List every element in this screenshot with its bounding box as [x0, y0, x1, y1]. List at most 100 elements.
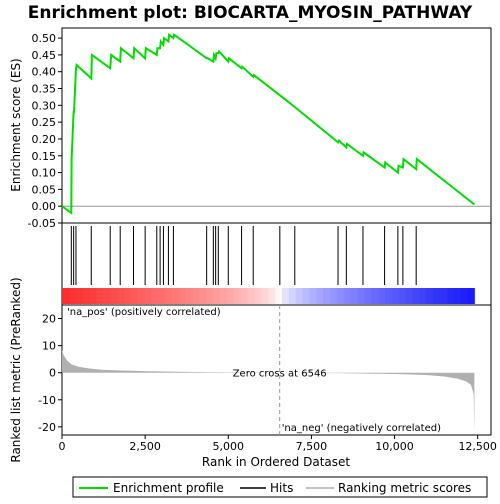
colorbar-segment	[405, 288, 414, 304]
colorbar-segment	[206, 288, 214, 304]
colorbar-segment	[240, 288, 249, 304]
colorbar-segment	[151, 288, 159, 304]
colorbar-segment	[350, 288, 359, 304]
es-panel: -0.05 0.00 0.05 0.10 0.15 0.20 0.25 0.30 0.35 0.4…	[9, 27, 492, 230]
colorbar-segment	[275, 288, 283, 304]
colorbar-segment	[460, 288, 468, 304]
rank-x-tick-label: 12,500	[458, 440, 497, 453]
colorbar-segment	[213, 288, 221, 304]
colorbar-segment	[144, 288, 152, 304]
es-y-tick-label: 0.20	[32, 133, 57, 146]
colorbar-segment	[62, 288, 70, 304]
ranked-y-tick-label: 0	[49, 367, 56, 380]
colorbar-segment	[295, 288, 304, 304]
colorbar-segment	[467, 288, 475, 304]
colorbar-segment	[385, 288, 393, 304]
colorbar-segment	[220, 288, 228, 304]
zero-cross-label: Zero cross at 6546	[233, 369, 327, 380]
colorbar-segment	[446, 288, 455, 304]
chart-legend: Enrichment profile Hits Ranking metric s…	[72, 476, 488, 498]
colorbar-segment	[226, 288, 235, 304]
rank-x-tick-label: 10,000	[375, 440, 414, 453]
colorbar-segment	[398, 288, 407, 304]
colorbar-segment	[199, 288, 207, 304]
colorbar-segment	[75, 288, 84, 304]
colorbar-segment	[96, 288, 104, 304]
es-y-tick-label: 0.45	[32, 49, 57, 62]
colorbar-segment	[158, 288, 166, 304]
colorbar-segment	[110, 288, 118, 304]
colorbar-segment	[116, 288, 125, 304]
legend-label-ranking: Ranking metric scores	[338, 481, 471, 495]
es-panel-frame	[61, 27, 492, 224]
ranked-y-tick-label: 10	[42, 340, 56, 353]
negative-correlation-label: 'na_neg' (negatively correlated)	[282, 423, 441, 434]
rank-x-tick-label: 5,000	[213, 440, 245, 453]
colorbar-segment	[426, 288, 434, 304]
es-y-tick-label: 0.35	[32, 83, 57, 96]
colorbar-segment	[178, 288, 187, 304]
colorbar-segment	[440, 288, 448, 304]
colorbar-segment	[412, 288, 420, 304]
ranked-y-tick-label: -10	[38, 394, 56, 407]
colorbar-segment	[336, 288, 345, 304]
legend-label-enrichment: Enrichment profile	[113, 481, 224, 495]
legend-label-hits: Hits	[270, 481, 293, 495]
enrichment-profile-line	[61, 32, 476, 215]
colorbar-segment	[453, 288, 462, 304]
colorbar-segment	[364, 288, 372, 304]
colorbar-segment	[254, 288, 262, 304]
positive-correlation-label: 'na_pos' (positively correlated)	[67, 307, 221, 318]
colorbar-segment	[323, 288, 331, 304]
colorbar-segment	[433, 288, 441, 304]
rank-x-tick-label: 2,500	[129, 440, 161, 453]
colorbar-segment	[192, 288, 200, 304]
colorbar-segment	[316, 288, 324, 304]
colorbar-segment	[247, 288, 255, 304]
rank-x-tick-label: 7,500	[296, 440, 328, 453]
colorbar-segment	[137, 288, 145, 304]
colorbar-segment	[391, 288, 400, 304]
chart-title: Enrichment plot: BIOCARTA_MYOSIN_PATHWAY	[28, 3, 473, 23]
es-y-axis-title: Enrichment score (ES)	[9, 58, 23, 191]
colorbar-segment	[165, 288, 173, 304]
ranked-metric-panel: 'na_pos' (positively correlated) Zero cr…	[9, 277, 497, 469]
colorbar-segment	[302, 288, 310, 304]
es-y-axis: -0.05 0.00 0.05 0.10 0.15 0.20 0.25 0.30 0.35 0.4…	[28, 32, 62, 230]
hits-panel	[61, 222, 492, 306]
es-y-tick-label: 0.10	[32, 167, 57, 180]
colorbar-segment	[309, 288, 317, 304]
colorbar-segment	[261, 288, 269, 304]
colorbar-segment	[343, 288, 352, 304]
colorbar-segment	[68, 288, 77, 304]
ranked-y-axis-title: Ranked list metric (PreRanked)	[9, 277, 23, 462]
rank-x-axis-title: Rank in Ordered Dataset	[202, 455, 350, 469]
rank-x-tick-label: 0	[59, 440, 66, 453]
es-y-tick-label: 0.25	[32, 116, 57, 129]
ranked-y-tick-label: -20	[38, 421, 56, 434]
legend-frame	[72, 476, 488, 498]
colorbar-segment	[330, 288, 338, 304]
es-y-tick-label: 0.50	[32, 32, 57, 45]
colorbar-segment	[123, 288, 132, 304]
colorbar-segment	[89, 288, 97, 304]
colorbar-segment	[103, 288, 111, 304]
colorbar-segment	[171, 288, 180, 304]
colorbar-segment	[130, 288, 139, 304]
es-y-tick-label: 0.40	[32, 66, 57, 79]
colorbar-segment	[419, 288, 427, 304]
colorbar-segment	[378, 288, 386, 304]
colorbar-segment	[371, 288, 379, 304]
colorbar-segment	[268, 288, 276, 304]
es-y-tick-label: 0.15	[32, 150, 57, 163]
es-y-tick-label: -0.05	[28, 217, 56, 230]
rank-colorbar	[62, 288, 475, 304]
colorbar-segment	[233, 288, 242, 304]
rank-x-axis: 0 2,500 5,000 7,500 10,000 12,500	[59, 435, 497, 453]
es-y-tick-label: 0.00	[32, 200, 57, 213]
colorbar-segment	[357, 288, 365, 304]
es-y-tick-label: 0.05	[32, 183, 57, 196]
ranked-y-axis: 20 10 0 -10 -20	[38, 313, 62, 434]
